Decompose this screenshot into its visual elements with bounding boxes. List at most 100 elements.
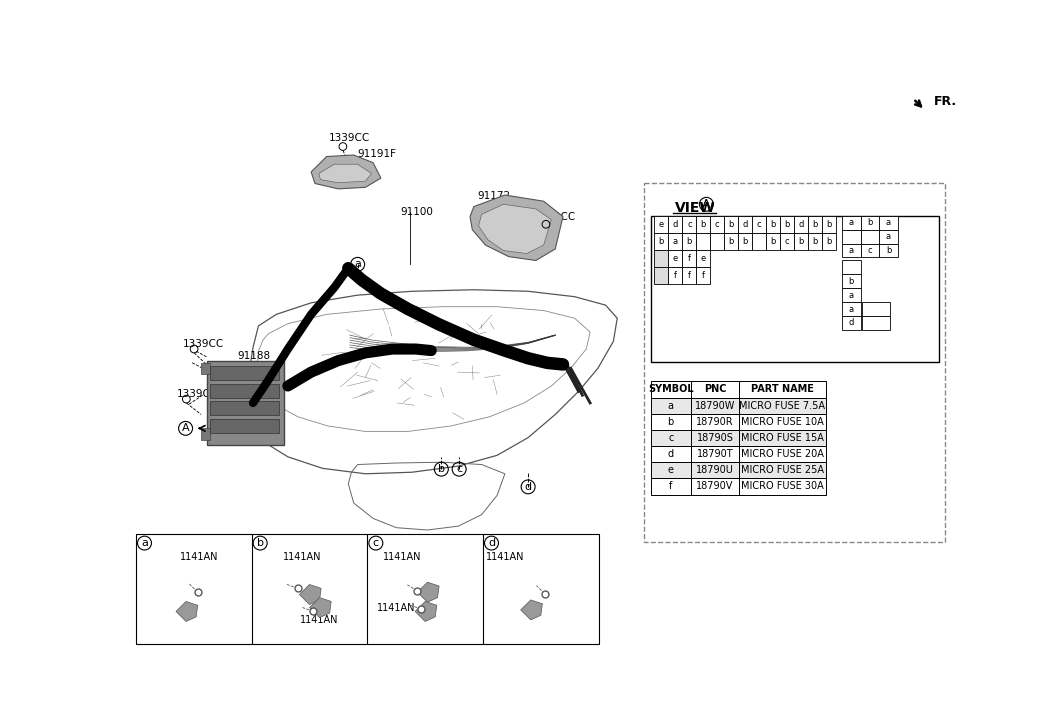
Text: 18790R: 18790R: [696, 417, 733, 427]
Text: 1141AN: 1141AN: [384, 552, 422, 561]
Bar: [879, 244, 898, 257]
Text: a: a: [354, 260, 361, 269]
Bar: [822, 216, 836, 233]
Text: b: b: [728, 220, 733, 229]
Text: PART NAME: PART NAME: [750, 385, 814, 395]
Text: MICRO FUSE 15A: MICRO FUSE 15A: [741, 433, 824, 443]
Text: 91172: 91172: [477, 191, 510, 201]
Text: 1141AN: 1141AN: [283, 552, 321, 561]
Text: f: f: [688, 254, 691, 262]
Text: f: f: [669, 481, 673, 491]
Bar: [651, 216, 939, 362]
Polygon shape: [478, 204, 552, 254]
Text: d: d: [488, 538, 495, 548]
Bar: [210, 384, 279, 398]
Text: a: a: [141, 538, 148, 548]
Text: d: d: [798, 220, 804, 229]
Bar: [691, 462, 739, 478]
Bar: [739, 414, 826, 430]
Text: b: b: [784, 220, 790, 229]
Bar: [669, 216, 682, 233]
Text: 1339CC: 1339CC: [328, 134, 370, 143]
Bar: [842, 260, 861, 274]
Bar: [691, 414, 739, 430]
Bar: [206, 361, 284, 446]
Bar: [753, 216, 766, 233]
Text: 1141AN: 1141AN: [180, 552, 218, 561]
Text: 1339CC: 1339CC: [183, 339, 223, 349]
Text: f: f: [674, 270, 677, 280]
Polygon shape: [176, 601, 198, 622]
Bar: [842, 244, 861, 257]
Text: MICRO FUSE 20A: MICRO FUSE 20A: [741, 449, 824, 459]
Polygon shape: [470, 195, 563, 260]
Polygon shape: [309, 598, 332, 618]
Text: c: c: [687, 220, 692, 229]
Bar: [696, 267, 710, 284]
Bar: [210, 419, 279, 433]
Text: A: A: [182, 423, 189, 433]
Text: d: d: [673, 220, 678, 229]
Bar: [780, 216, 794, 233]
Bar: [861, 244, 879, 257]
Text: b: b: [848, 277, 854, 286]
Bar: [861, 216, 879, 230]
Bar: [710, 216, 724, 233]
Bar: [739, 446, 826, 462]
Text: a: a: [848, 246, 854, 255]
Bar: [739, 478, 826, 494]
Text: 1339CC: 1339CC: [178, 389, 218, 399]
Text: e: e: [673, 254, 678, 262]
Polygon shape: [300, 585, 321, 605]
Text: c: c: [757, 220, 761, 229]
Bar: [691, 478, 739, 494]
Text: b: b: [728, 237, 733, 246]
Text: FR.: FR.: [933, 95, 957, 108]
Bar: [201, 363, 210, 374]
Text: a: a: [668, 401, 674, 411]
Text: b: b: [687, 237, 692, 246]
Text: b: b: [798, 237, 804, 246]
Polygon shape: [415, 601, 437, 622]
Text: 18790U: 18790U: [696, 465, 733, 475]
Bar: [861, 230, 879, 244]
Polygon shape: [521, 600, 542, 620]
Bar: [210, 401, 279, 415]
Text: SYMBOL: SYMBOL: [648, 385, 693, 395]
Bar: [842, 216, 861, 230]
Bar: [651, 430, 691, 446]
Bar: [766, 233, 780, 249]
Bar: [879, 216, 898, 230]
Text: a: a: [848, 291, 854, 300]
Text: b: b: [826, 237, 831, 246]
Text: b: b: [812, 237, 817, 246]
Text: e: e: [668, 465, 674, 475]
Bar: [669, 233, 682, 249]
Text: 1141AN: 1141AN: [377, 603, 416, 613]
Bar: [655, 267, 669, 284]
Bar: [136, 534, 598, 644]
Text: 91100: 91100: [401, 206, 433, 217]
Text: 1141AN: 1141AN: [300, 615, 338, 624]
Text: c: c: [668, 433, 674, 443]
Text: MICRO FUSE 25A: MICRO FUSE 25A: [741, 465, 824, 475]
Bar: [651, 398, 691, 414]
Text: b: b: [701, 220, 706, 229]
Text: e: e: [659, 220, 664, 229]
Bar: [651, 414, 691, 430]
Text: b: b: [826, 220, 831, 229]
Bar: [842, 302, 861, 316]
Text: b: b: [885, 246, 891, 255]
Bar: [696, 216, 710, 233]
Bar: [669, 249, 682, 267]
Text: f: f: [702, 270, 705, 280]
Text: d: d: [742, 220, 747, 229]
Text: c: c: [867, 246, 873, 255]
Bar: [682, 216, 696, 233]
Text: c: c: [373, 538, 378, 548]
Bar: [842, 230, 861, 244]
Bar: [691, 382, 739, 398]
Bar: [794, 233, 808, 249]
Bar: [842, 316, 861, 330]
Polygon shape: [311, 155, 381, 189]
